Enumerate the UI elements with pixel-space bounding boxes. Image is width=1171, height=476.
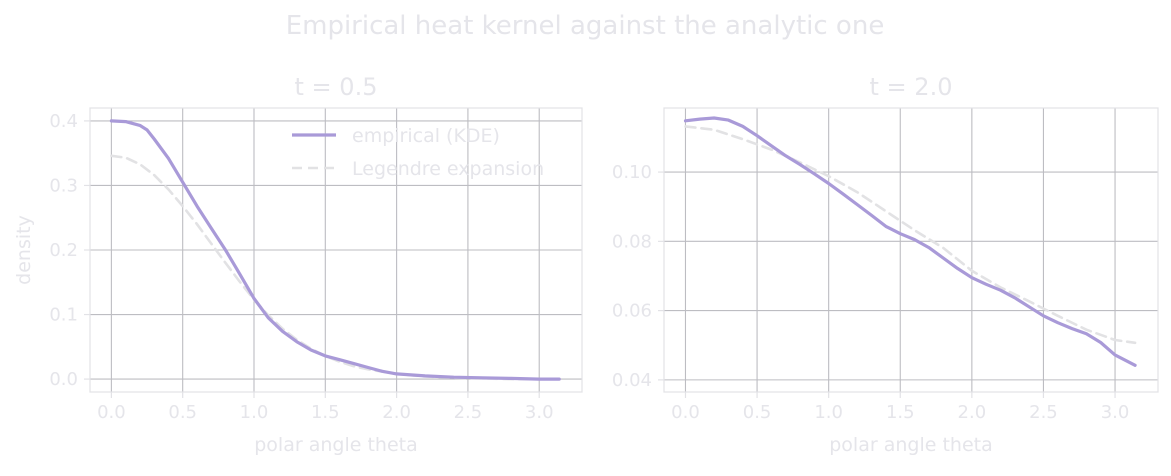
x-axis-label: polar angle theta [254,434,418,456]
series-empirical-kde-line [683,116,1137,367]
y-tick-label: 0.4 [49,111,78,132]
y-tick-label: 0.0 [49,369,78,390]
x-tick-label: 3.0 [525,402,554,423]
y-tick-label: 0.2 [49,240,78,261]
series-empirical-kde-line [109,119,561,381]
legend-label: empirical (KDE) [352,125,500,147]
x-tick-label: 1.0 [240,402,269,423]
series-legendre-expansion-line [110,154,561,381]
panel-t-2-0: 0.0 0.5 1.0 1.5 2.0 2.5 3.0 0.04 0.06 0.08 0.10 t =… [612,73,1159,456]
x-tick-label: 0.5 [743,402,772,423]
panel-title: t = 2.0 [870,73,953,101]
y-tick-label: 0.10 [612,162,652,183]
y-tick-label: 0.04 [612,370,652,391]
x-axis-label: polar angle theta [829,434,993,456]
x-tick-label: 1.0 [814,402,843,423]
y-tick-label: 0.1 [49,305,78,326]
x-tick-label: 2.0 [958,402,987,423]
series-legendre-expansion-line [684,125,1137,345]
x-tick-label: 1.5 [311,402,340,423]
y-axis-label: density [13,215,35,285]
legend-label: Legendre expansion [352,158,544,180]
x-tick-label: 2.5 [454,402,483,423]
x-tick-label: 0.0 [97,402,126,423]
x-tick-label: 1.5 [886,402,915,423]
y-tick-label: 0.08 [612,231,652,252]
x-tick-label: 0.5 [168,402,197,423]
x-tick-label: 3.0 [1101,402,1130,423]
x-tick-label: 2.5 [1029,402,1058,423]
y-tick-label: 0.3 [49,175,78,196]
x-tick-label: 2.0 [382,402,411,423]
plot-frame [663,107,1159,393]
panel-t-0-5: 0.0 0.5 1.0 1.5 2.0 2.5 3.0 0.0 0.1 0.2 0.3 0.4 t = … [13,73,583,456]
legend: empirical (KDE) Legendre expansion [292,125,544,180]
x-tick-label: 0.0 [671,402,700,423]
panel-title: t = 0.5 [295,73,378,101]
y-tick-label: 0.06 [612,301,652,322]
figure-title: Empirical heat kernel against the analyt… [286,11,885,41]
